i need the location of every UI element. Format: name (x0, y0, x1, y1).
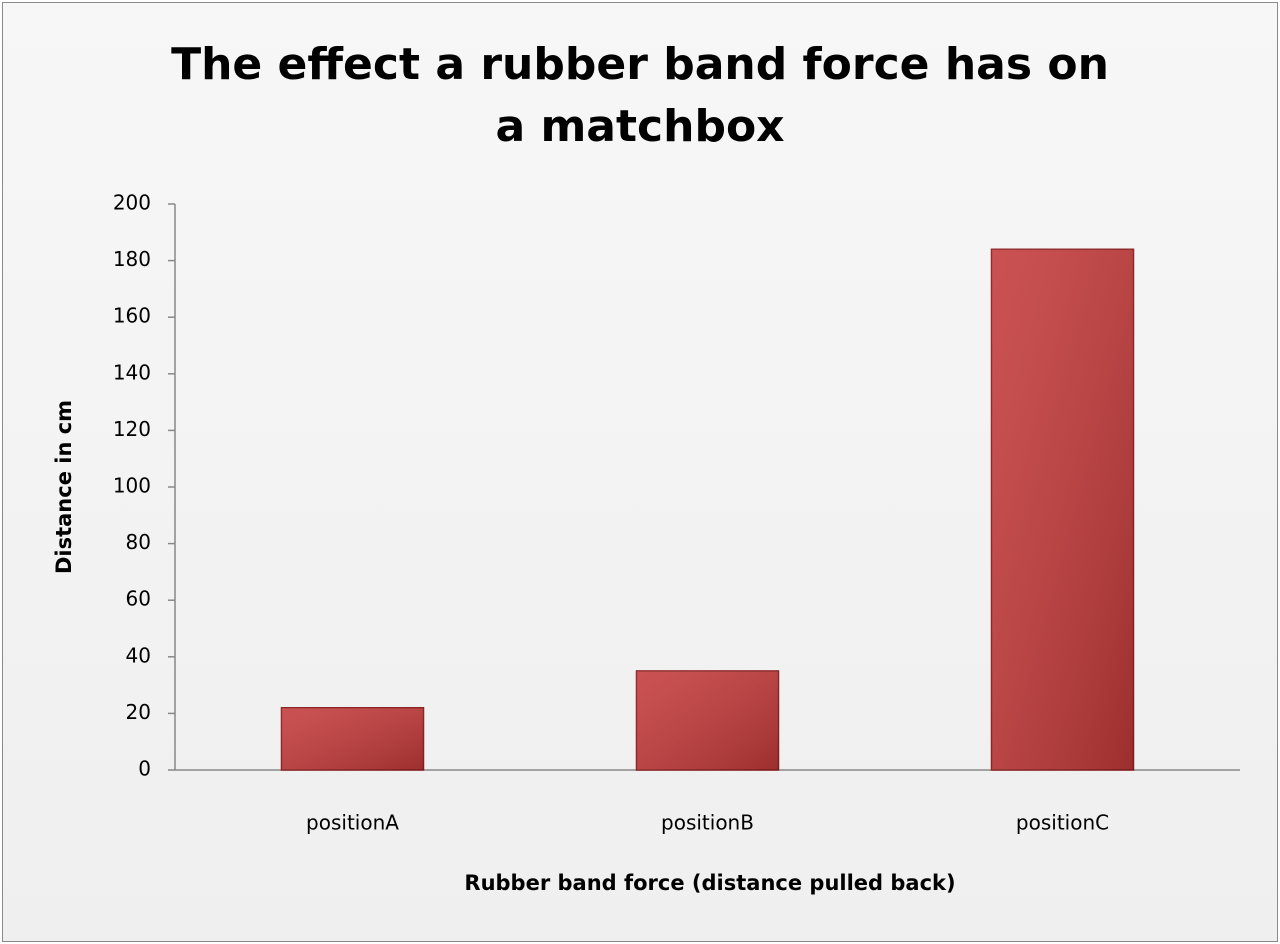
y-tick-label: 0 (138, 757, 151, 781)
y-tick-label: 40 (126, 643, 151, 667)
y-tick-label: 100 (113, 474, 151, 498)
x-axis-title: Rubber band force (distance pulled back) (464, 871, 955, 895)
x-tick-label: positionC (1016, 811, 1109, 835)
y-axis-title: Distance in cm (52, 400, 76, 574)
y-tick-label: 60 (126, 587, 151, 611)
y-tick-label: 80 (126, 530, 151, 554)
y-tick-label: 180 (113, 247, 151, 271)
bar-shade (991, 249, 1134, 770)
bar-shade (636, 670, 779, 770)
y-tick-label: 20 (126, 700, 151, 724)
y-tick-label: 140 (113, 360, 151, 384)
x-tick-label: positionB (661, 811, 754, 835)
y-tick-label: 160 (113, 304, 151, 328)
x-tick-label: positionA (306, 811, 399, 835)
chart-title: The effect a rubber band force has on a … (171, 39, 1109, 152)
y-tick-label: 200 (113, 191, 151, 215)
y-tick-label: 120 (113, 417, 151, 441)
bar-shade (281, 707, 424, 770)
